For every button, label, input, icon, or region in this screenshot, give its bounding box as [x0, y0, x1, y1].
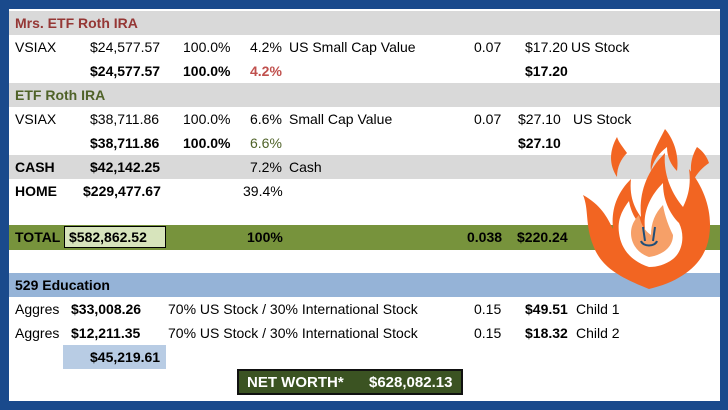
desc-cell: US Small Cap Value	[289, 39, 416, 55]
cash-row: CASH $42,142.25 7.2% Cash	[9, 155, 720, 179]
value-cell: $38,711.86	[90, 111, 160, 127]
cost-cell: $27.10	[518, 111, 561, 127]
home-value: $229,477.67	[83, 183, 161, 199]
er-cell: 0.15	[474, 301, 502, 317]
home-row: HOME $229,477.67 39.4%	[9, 179, 720, 203]
section-title: 529 Education	[15, 277, 110, 293]
section-header-education: 529 Education	[9, 273, 720, 297]
subtotal-cost: $27.10	[518, 135, 561, 151]
net-worth-label: NET WORTH*	[247, 374, 344, 391]
total-er: 0.038	[467, 229, 503, 245]
subtotal-value: $24,577.57	[90, 63, 161, 79]
total-pct: 100%	[247, 229, 283, 245]
net-worth-box: NET WORTH* $628,082.13	[237, 369, 463, 395]
alloc-cell: 100.0%	[183, 39, 231, 55]
section-title: Mrs. ETF Roth IRA	[15, 15, 138, 31]
er-cell: 0.07	[474, 39, 502, 55]
flame-logo-icon	[583, 129, 711, 289]
subtotal-cost: $17.20	[525, 63, 568, 79]
net-worth-value: $628,082.13	[369, 374, 453, 391]
education-subtotal-cell	[63, 345, 166, 369]
cost-cell: $49.51	[525, 301, 568, 317]
cost-cell: $18.32	[525, 325, 568, 341]
subtotal-pct: 6.6%	[250, 135, 282, 151]
value-cell: $12,211.35	[71, 325, 141, 341]
er-cell: 0.07	[474, 111, 502, 127]
table-row: VSIAX $38,711.86 100.0% 6.6% Small Cap V…	[9, 107, 720, 131]
total-cost: $220.24	[517, 229, 568, 245]
desc-cell: Small Cap Value	[289, 111, 393, 127]
subtotal-alloc: 100.0%	[183, 63, 231, 79]
section-title: ETF Roth IRA	[15, 87, 106, 103]
cash-value: $42,142.25	[90, 159, 161, 175]
ticker-cell: Aggres	[15, 301, 60, 317]
cash-desc: Cash	[289, 159, 322, 175]
table-row: VSIAX $24,577.57 100.0% 4.2% US Small Ca…	[9, 35, 720, 59]
owner-cell: Child 2	[576, 325, 620, 341]
cash-pct: 7.2%	[250, 159, 282, 175]
home-pct: 39.4%	[243, 183, 283, 199]
ticker-cell: VSIAX	[15, 111, 57, 127]
cost-cell: $17.20	[525, 39, 568, 55]
pct-cell: 6.6%	[250, 111, 282, 127]
total-value-box	[64, 226, 166, 248]
pct-cell: 4.2%	[250, 39, 282, 55]
home-label: HOME	[15, 183, 57, 199]
ticker-cell: Aggres	[15, 325, 60, 341]
section-header-mrs-roth: Mrs. ETF Roth IRA	[9, 11, 720, 35]
subtotal-alloc: 100.0%	[183, 135, 231, 151]
cash-label: CASH	[15, 159, 55, 175]
education-subtotal: $45,219.61	[90, 349, 161, 365]
type-cell: US Stock	[573, 111, 632, 127]
desc-cell: 70% US Stock / 30% International Stock	[168, 301, 418, 317]
table-row: Aggres $12,211.35 70% US Stock / 30% Int…	[9, 321, 720, 345]
type-cell: US Stock	[571, 39, 630, 55]
subtotal-value: $38,711.86	[90, 135, 160, 151]
value-cell: $33,008.26	[71, 301, 142, 317]
subtotal-row: $24,577.57 100.0% 4.2% $17.20	[9, 59, 720, 83]
spreadsheet-frame: Mrs. ETF Roth IRA VSIAX $24,577.57 100.0…	[9, 9, 720, 401]
value-cell: $24,577.57	[90, 39, 161, 55]
er-cell: 0.15	[474, 325, 502, 341]
ticker-cell: VSIAX	[15, 39, 57, 55]
subtotal-pct: 4.2%	[250, 63, 282, 79]
owner-cell: Child 1	[576, 301, 620, 317]
subtotal-row: $45,219.61	[9, 345, 720, 369]
total-label: TOTAL	[15, 229, 61, 245]
total-value: $582,862.52	[69, 229, 147, 245]
alloc-cell: 100.0%	[183, 111, 231, 127]
desc-cell: 70% US Stock / 30% International Stock	[168, 325, 418, 341]
subtotal-row: $38,711.86 100.0% 6.6% $27.10	[9, 131, 720, 155]
table-row: Aggres $33,008.26 70% US Stock / 30% Int…	[9, 297, 720, 321]
section-header-etf-roth: ETF Roth IRA	[9, 83, 720, 107]
